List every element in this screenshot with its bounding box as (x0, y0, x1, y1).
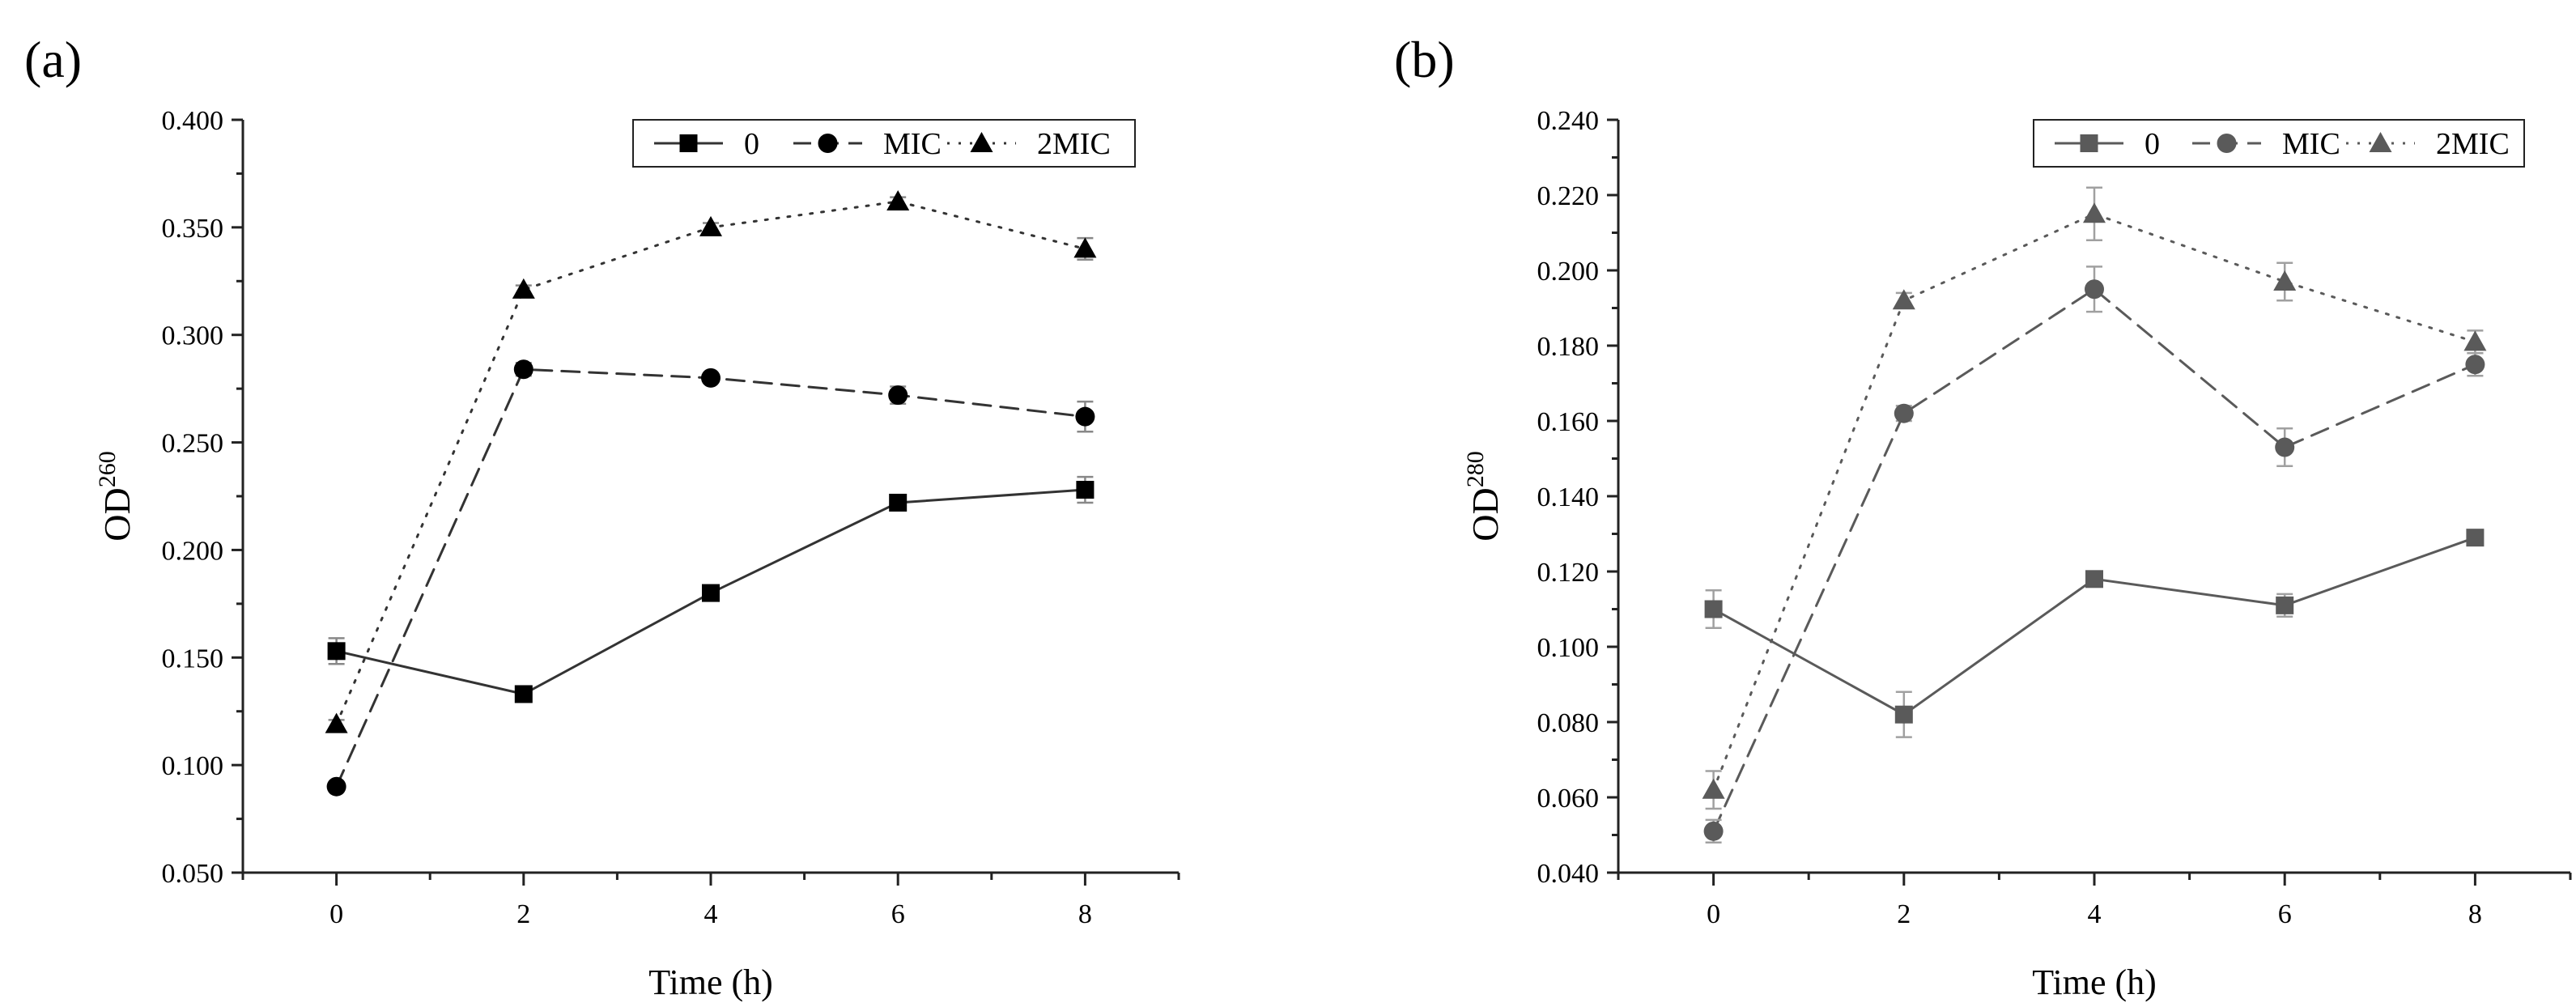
y-axis-title: OD260 (94, 451, 138, 541)
legend-label: 0 (2145, 127, 2160, 161)
legend-label: 2MIC (1037, 127, 1111, 161)
y-tick-label: 0.040 (1537, 859, 1600, 889)
x-tick-label: 4 (2088, 899, 2102, 929)
series-line (335, 200, 1086, 726)
y-tick-label: 0.150 (162, 644, 224, 673)
series-2mic (325, 189, 1097, 733)
legend-marker (970, 132, 993, 152)
y-tick-label: 0.180 (1537, 332, 1600, 362)
legend: 0 MIC 2MIC (2033, 119, 2525, 168)
data-point (1703, 821, 1724, 841)
x-tick-label: 8 (1078, 899, 1092, 929)
x-axis-title: Time (h) (648, 962, 773, 1002)
legend-marker (2217, 134, 2237, 153)
series-line (1712, 287, 2476, 833)
data-point (327, 642, 346, 661)
data-point (1894, 705, 1913, 724)
legend-label: 0 (744, 127, 759, 161)
data-point (2085, 279, 2104, 300)
data-point (1702, 778, 1725, 799)
data-point (1894, 403, 1914, 423)
y-axis-title-main: OD (1464, 487, 1506, 541)
y-tick-label: 0.240 (1537, 106, 1600, 136)
data-point (514, 685, 533, 703)
data-point (326, 776, 346, 797)
legend-marker (679, 134, 698, 152)
legend: 0 MIC 2MIC (632, 119, 1136, 168)
data-point (1073, 237, 1097, 258)
y-tick-label: 0.220 (1537, 181, 1600, 211)
series-0 (327, 475, 1095, 703)
data-point (702, 584, 720, 602)
legend-marker (2369, 132, 2392, 152)
x-tick-label: 4 (704, 899, 718, 929)
data-point (512, 278, 535, 299)
data-point (888, 385, 908, 406)
x-tick-label: 2 (516, 899, 530, 929)
data-point (2275, 437, 2295, 457)
data-point (2276, 596, 2294, 614)
x-tick-label: 0 (329, 899, 343, 929)
legend-label: 2MIC (2436, 127, 2510, 161)
data-point (2466, 529, 2485, 547)
y-tick-label: 0.300 (162, 321, 224, 351)
y-tick-label: 0.140 (1537, 482, 1600, 512)
y-tick-label: 0.400 (162, 106, 224, 136)
y-tick-label: 0.160 (1537, 407, 1600, 437)
x-tick-label: 6 (891, 899, 905, 929)
y-tick-label: 0.200 (162, 536, 224, 566)
panel-label: (a) (24, 31, 82, 88)
y-axis-title-main: OD (96, 487, 138, 541)
y-tick-label: 0.120 (1537, 558, 1600, 588)
y-tick-label: 0.200 (1537, 257, 1600, 287)
x-tick-label: 8 (2468, 899, 2482, 929)
y-tick-label: 0.060 (1537, 784, 1600, 814)
y-tick-label: 0.050 (162, 859, 224, 889)
data-point (513, 359, 533, 380)
legend-marker (2080, 134, 2098, 152)
y-tick-label: 0.080 (1537, 708, 1600, 738)
series-line (1712, 536, 2476, 716)
series-2mic (1702, 186, 2487, 810)
y-tick-label: 0.100 (162, 751, 224, 781)
series-line (335, 368, 1086, 788)
legend-marker (818, 134, 838, 153)
data-point (699, 215, 722, 236)
data-point (2083, 202, 2106, 223)
data-point (1892, 289, 1915, 310)
data-point (1075, 406, 1095, 427)
chart-panel-a: (a) 0.050 0.100 0.150 0.200 0.250 0.300 0.350 0.… (24, 31, 1180, 1002)
data-point (2465, 355, 2485, 375)
x-tick-label: 2 (1897, 899, 1911, 929)
data-point (2273, 270, 2297, 291)
data-point (1704, 600, 1723, 618)
series-mic (326, 359, 1095, 797)
data-point (1076, 481, 1095, 499)
data-point (886, 189, 910, 210)
data-point (2085, 570, 2103, 588)
data-point (325, 712, 348, 733)
y-tick-label: 0.100 (1537, 633, 1600, 663)
data-point (2463, 330, 2487, 351)
data-point (701, 368, 721, 388)
y-axis-title-superscript: 260 (94, 451, 121, 487)
chart-panel-b: (b) 0.040 0.060 0.080 0.100 0.120 0.140 0.160 0.… (1394, 31, 2572, 1002)
panel-label: (b) (1394, 31, 1455, 88)
y-axis-title: OD280 (1462, 451, 1506, 541)
y-tick-label: 0.250 (162, 429, 224, 459)
data-point (889, 493, 908, 512)
series-mic (1703, 266, 2485, 844)
x-tick-label: 0 (1707, 899, 1720, 929)
x-axis-title: Time (h) (2032, 962, 2157, 1002)
legend-label: MIC (883, 127, 942, 161)
legend-label: MIC (2282, 127, 2340, 161)
y-axis-title-superscript: 280 (1462, 451, 1489, 487)
x-tick-label: 6 (2278, 899, 2292, 929)
y-tick-label: 0.350 (162, 214, 224, 244)
series-0 (1704, 529, 2485, 738)
